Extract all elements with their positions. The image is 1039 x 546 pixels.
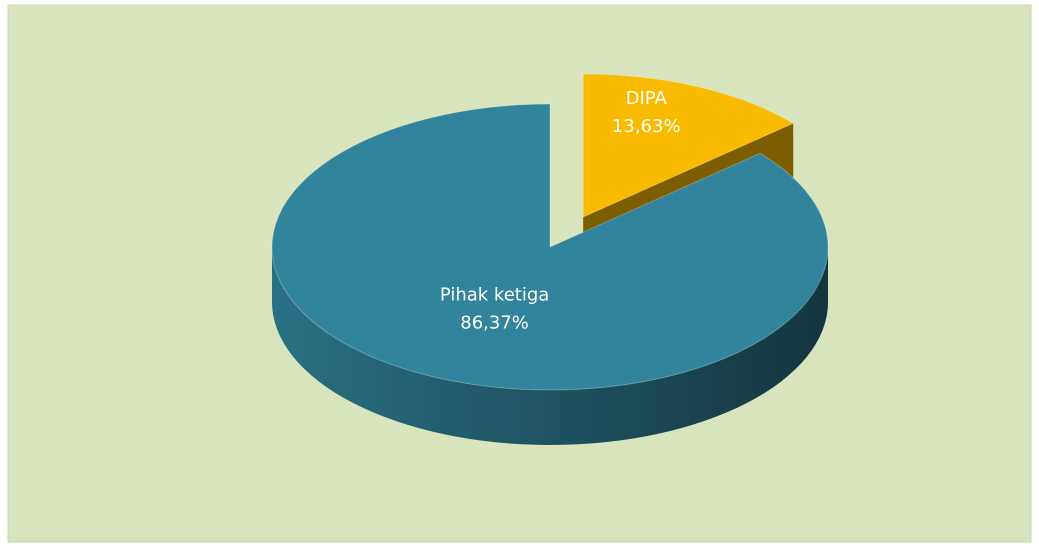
slice-label: Pihak ketiga [440,284,549,305]
slice-label: DIPA [626,88,668,109]
slice-wall-shade [272,247,828,445]
slice [271,103,829,391]
slice-value-label: 13,63% [612,116,681,137]
slice-value-label: 86,37% [460,312,529,333]
slice [582,73,795,218]
